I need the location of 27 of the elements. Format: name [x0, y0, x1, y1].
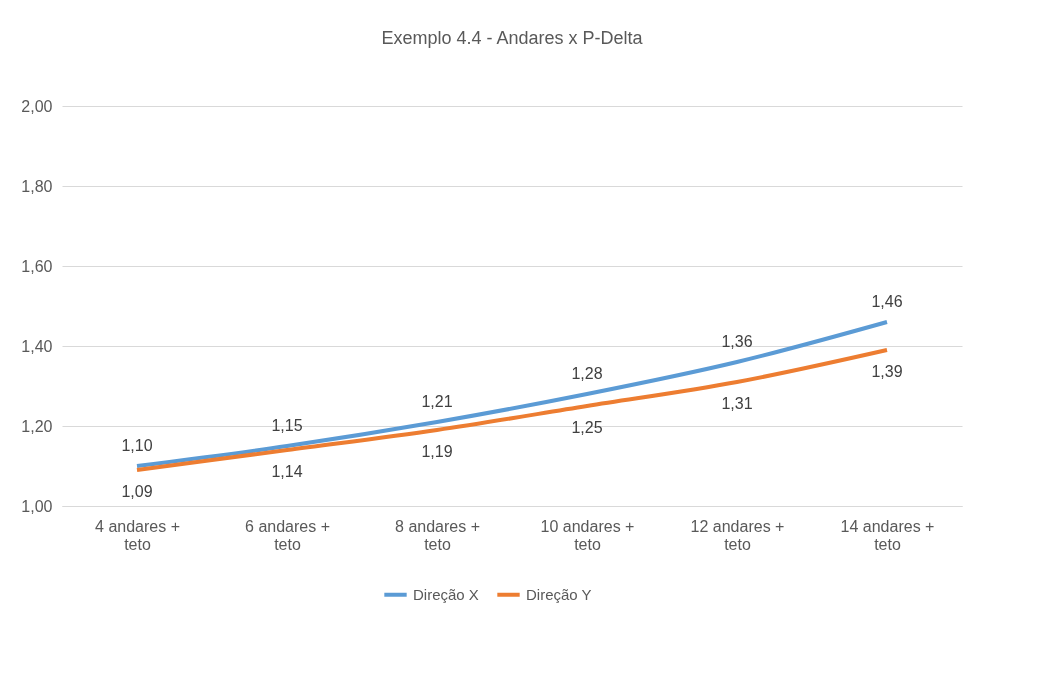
legend-label: Direção X	[413, 585, 479, 603]
data-label: 1,28	[571, 365, 603, 382]
data-label: 1,21	[421, 393, 453, 410]
data-label: 1,19	[421, 443, 453, 460]
x-tick-label: 8 andares + teto	[395, 517, 480, 553]
y-tick-label: 1,80	[21, 177, 53, 195]
data-label: 1,31	[721, 395, 753, 412]
x-tick-label: 4 andares + teto	[95, 517, 180, 553]
x-tick-label: 10 andares + teto	[540, 517, 635, 553]
y-tick-label: 2,00	[21, 97, 53, 115]
data-label: 1,46	[871, 293, 903, 310]
data-label: 1,09	[121, 483, 153, 500]
y-tick-label: 1,60	[21, 257, 53, 275]
x-tick-label: 6 andares + teto	[245, 517, 330, 553]
legend-label: Direção Y	[526, 585, 592, 603]
chart-title: Exemplo 4.4 - Andares x P-Delta	[381, 28, 644, 48]
data-label: 1,14	[271, 463, 303, 480]
x-tick-label: 12 andares + teto	[690, 517, 785, 553]
x-tick-label: 14 andares + teto	[840, 517, 935, 553]
y-tick-label: 1,20	[21, 417, 53, 435]
data-label: 1,36	[721, 333, 753, 350]
data-label: 1,15	[271, 417, 303, 434]
y-tick-label: 1,00	[21, 497, 53, 515]
data-label: 1,25	[571, 419, 603, 436]
data-label: 1,10	[121, 437, 153, 454]
data-label: 1,39	[871, 363, 903, 380]
y-tick-label: 1,40	[21, 337, 53, 355]
